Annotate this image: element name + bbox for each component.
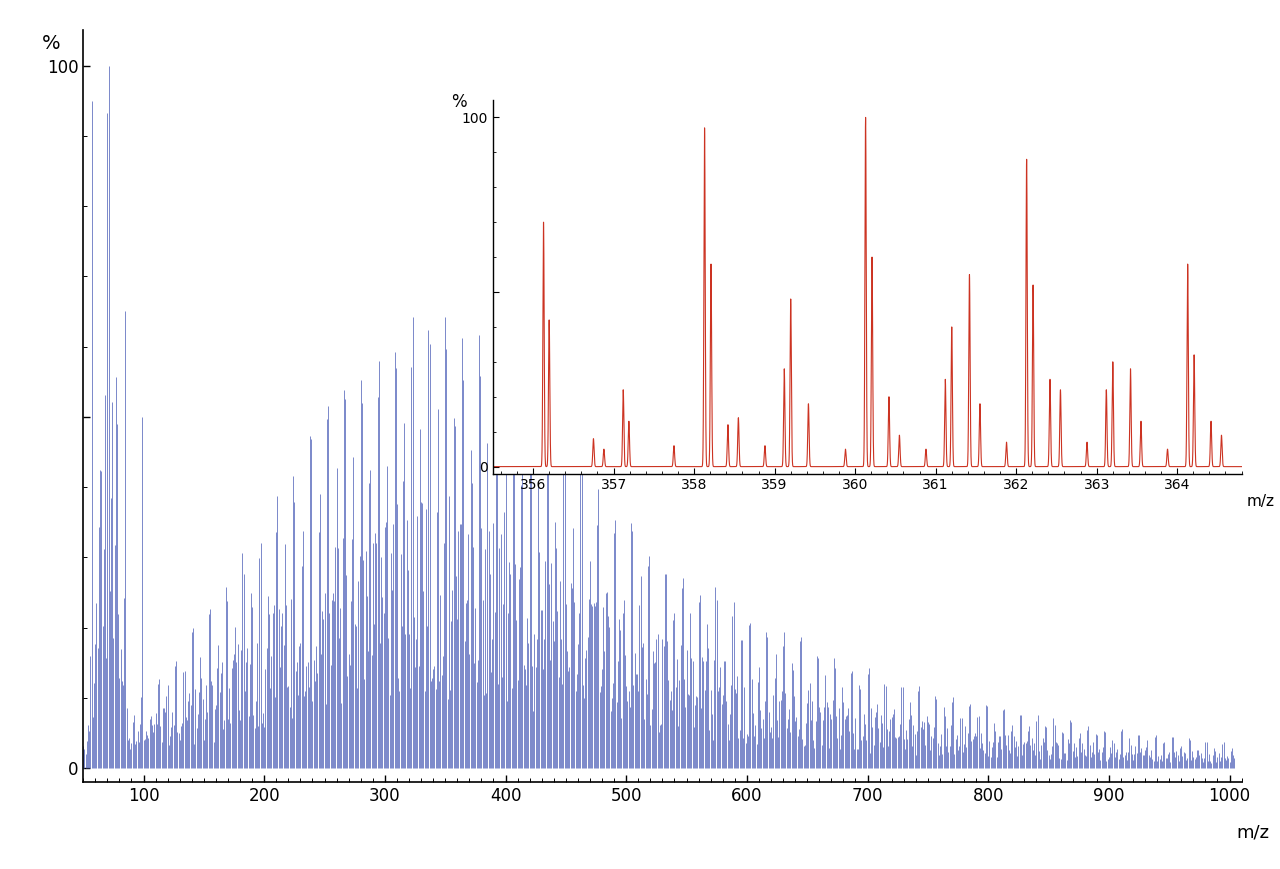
X-axis label: m/z: m/z bbox=[1236, 824, 1270, 841]
Y-axis label: %: % bbox=[41, 34, 60, 53]
X-axis label: m/z: m/z bbox=[1247, 494, 1275, 509]
Y-axis label: %: % bbox=[452, 93, 467, 111]
